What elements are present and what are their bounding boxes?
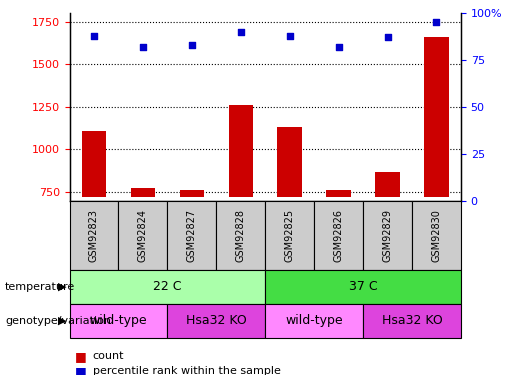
Bar [424,37,449,197]
Bar [363,304,461,338]
Text: ▶: ▶ [58,316,67,326]
Bar [118,201,167,270]
Bar [265,304,363,338]
Text: temperature: temperature [5,282,75,292]
Text: Hsa32 KO: Hsa32 KO [186,314,247,327]
Point [139,44,147,50]
Text: 22 C: 22 C [153,280,182,293]
Bar [82,131,106,197]
Bar [265,201,314,270]
Point [335,44,343,50]
Text: GSM92829: GSM92829 [383,209,392,262]
Text: GSM92824: GSM92824 [138,209,148,262]
Text: GSM92830: GSM92830 [432,209,441,262]
Point [90,33,98,39]
Bar [167,201,216,270]
Bar [363,201,412,270]
Bar [412,201,461,270]
Text: Hsa32 KO: Hsa32 KO [382,314,442,327]
Text: ■: ■ [75,350,87,363]
Bar [70,201,118,270]
Point [383,34,391,40]
Point [432,20,440,26]
Bar [229,105,253,197]
Bar [167,304,265,338]
Bar [265,270,461,304]
Bar [375,172,400,197]
Point [285,33,294,39]
Bar [314,201,363,270]
Bar [327,190,351,197]
Text: GSM92825: GSM92825 [285,209,295,262]
Bar [278,128,302,197]
Bar [70,304,167,338]
Text: wild-type: wild-type [285,314,343,327]
Text: GSM92823: GSM92823 [89,209,99,262]
Text: GSM92827: GSM92827 [187,209,197,262]
Text: GSM92826: GSM92826 [334,209,344,262]
Text: count: count [93,351,124,361]
Text: ■: ■ [75,365,87,375]
Bar [216,201,265,270]
Text: genotype/variation: genotype/variation [5,316,111,326]
Text: 37 C: 37 C [349,280,377,293]
Text: percentile rank within the sample: percentile rank within the sample [93,366,281,375]
Bar [180,190,204,197]
Text: wild-type: wild-type [90,314,147,327]
Bar [70,270,265,304]
Bar [131,188,155,197]
Point [187,42,196,48]
Text: ▶: ▶ [58,282,67,292]
Text: GSM92828: GSM92828 [236,209,246,262]
Point [236,29,245,35]
